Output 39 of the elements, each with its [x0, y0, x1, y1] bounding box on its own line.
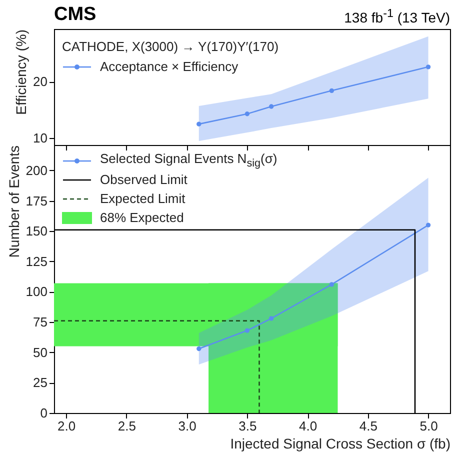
y-tick-label: 75 [33, 314, 48, 330]
x-tick-label: 2.5 [118, 418, 136, 434]
y-tick-label: 100 [26, 284, 48, 300]
legend-label: Expected Limit [100, 191, 186, 206]
x-tick-label: 3.0 [178, 418, 196, 434]
x-axis-title: Injected Signal Cross Section σ (fb) [230, 436, 450, 452]
point [268, 316, 274, 321]
point [426, 222, 431, 228]
x-tick-label: 2.0 [58, 418, 76, 434]
y-axis-title: Number of Events [6, 146, 22, 258]
legend-label: Selected Signal Events N$_{sig}$(σ) [100, 151, 278, 170]
y-tick-label: 25 [33, 375, 48, 390]
y-tick-label: 200 [26, 162, 48, 178]
point [244, 328, 250, 333]
y-tick-label: 125 [26, 254, 48, 269]
x-tick-label: 4.0 [299, 418, 318, 434]
point [196, 122, 202, 126]
y-axis-title: Efficiency (%) [13, 30, 30, 115]
chart-subtitle: 138 fb$^{-1}$ (13 TeV) [344, 7, 450, 26]
point [426, 64, 431, 70]
y-tick-label: 175 [26, 193, 48, 208]
y-tick-label: 150 [26, 224, 48, 239]
y-tick-label: 0 [40, 406, 48, 420]
point [329, 282, 334, 287]
x-tick-label: 4.5 [359, 418, 378, 434]
legend-label: 68% Expected [100, 210, 184, 225]
legend-label: Observed Limit [100, 172, 188, 187]
chart-title: CMS [54, 4, 96, 26]
x-tick-label: 5.0 [420, 418, 438, 434]
point [268, 104, 274, 109]
y-tick-label: 20 [33, 74, 48, 90]
x-tick-label: 3.5 [238, 418, 257, 434]
y-tick-label: 10 [33, 130, 48, 146]
point [196, 346, 202, 352]
annotation: CATHODE, X(3000) → Y(170)Y′(170) [62, 38, 279, 56]
point [244, 112, 250, 116]
y-tick-label: 50 [33, 344, 48, 360]
point [329, 88, 334, 94]
legend-label: Acceptance × Efficiency [100, 59, 238, 74]
